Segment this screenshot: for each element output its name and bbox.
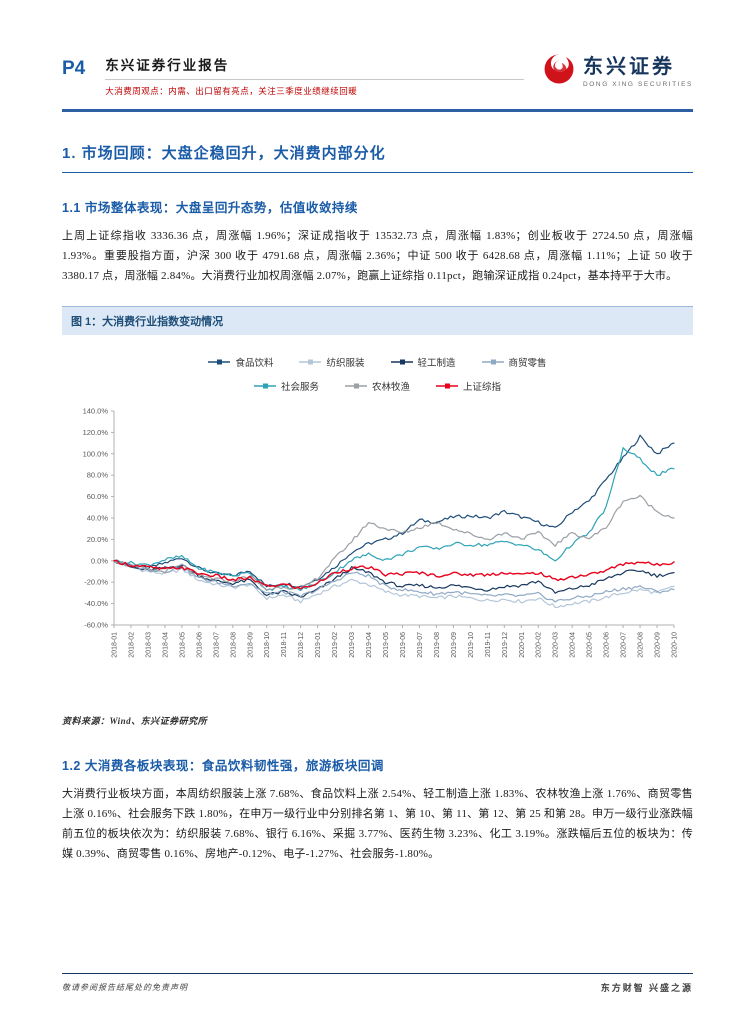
- svg-text:2019-02: 2019-02: [332, 632, 339, 658]
- svg-text:0.0%: 0.0%: [90, 557, 107, 566]
- svg-text:2019-04: 2019-04: [366, 632, 373, 658]
- section-1-1-body: 上周上证综指收 3336.36 点，周涨幅 1.96%；深证成指收于 13532…: [62, 230, 693, 282]
- svg-text:2019-06: 2019-06: [399, 632, 406, 658]
- company-logo: 东兴证券 DONG XING SECURITIES: [542, 50, 693, 88]
- header-divider: [62, 109, 693, 112]
- report-subtitle: 大消费周观点：内需、出口留有亮点，关注三季度业绩继续回暖: [105, 86, 358, 96]
- header-title-block: 东兴证券行业报告 大消费周观点：内需、出口留有亮点，关注三季度业绩继续回暖: [105, 54, 524, 97]
- svg-text:2019-01: 2019-01: [315, 632, 322, 658]
- legend-line-icon: [344, 383, 367, 389]
- legend-label: 上证综指: [463, 382, 502, 394]
- legend-item: 上证综指: [436, 379, 501, 393]
- svg-text:2020-08: 2020-08: [637, 632, 644, 658]
- svg-text:2019-07: 2019-07: [416, 632, 423, 658]
- svg-text:120.0%: 120.0%: [82, 428, 108, 437]
- svg-text:2020-10: 2020-10: [671, 632, 678, 658]
- section-1-1-title: 1.1 市场整体表现：大盘呈回升态势，估值收敛持续: [62, 201, 358, 215]
- svg-text:-20.0%: -20.0%: [84, 578, 108, 587]
- svg-text:2019-09: 2019-09: [450, 632, 457, 658]
- svg-text:2018-10: 2018-10: [264, 632, 271, 658]
- legend-line-icon: [436, 383, 458, 389]
- legend-line-icon: [481, 359, 504, 365]
- svg-text:2020-07: 2020-07: [620, 632, 627, 658]
- legend-label: 商贸零售: [508, 358, 547, 370]
- page-header: P4 东兴证券行业报告 大消费周观点：内需、出口留有亮点，关注三季度业绩继续回暖…: [62, 50, 693, 97]
- svg-text:2019-05: 2019-05: [383, 632, 390, 658]
- legend-label: 食品饮料: [235, 358, 274, 370]
- svg-text:2020-01: 2020-01: [518, 632, 525, 658]
- svg-text:2018-09: 2018-09: [247, 632, 254, 658]
- svg-text:2020-06: 2020-06: [603, 632, 610, 658]
- svg-text:2020-05: 2020-05: [586, 632, 593, 658]
- section-1-2-body: 大消费行业板块方面，本周纺织服装上涨 7.68%、食品饮料上涨 2.54%、轻工…: [62, 788, 693, 860]
- svg-text:2018-07: 2018-07: [213, 632, 220, 658]
- report-title: 东兴证券行业报告: [105, 54, 524, 80]
- footer-slogan: 东方财智 兴盛之源: [600, 983, 693, 993]
- svg-text:2020-03: 2020-03: [552, 632, 559, 658]
- legend-item: 食品饮料: [208, 355, 273, 369]
- svg-text:2018-12: 2018-12: [298, 632, 305, 658]
- section-1-title: 1. 市场回顾：大盘企稳回升，大消费内部分化: [62, 145, 386, 162]
- figure-1: 食品饮料 纺织服装 轻工制造 商贸零售社会服务 农林牧渔 上证综指 140.0% 120.0…: [62, 335, 693, 731]
- page-footer: 敬请参阅报告结尾处的免责声明 东方财智 兴盛之源: [62, 973, 693, 994]
- svg-text:2019-10: 2019-10: [467, 632, 474, 658]
- svg-text:-60.0%: -60.0%: [84, 621, 108, 630]
- svg-text:2018-01: 2018-01: [111, 632, 118, 658]
- svg-text:2019-08: 2019-08: [433, 632, 440, 658]
- svg-text:2018-08: 2018-08: [230, 632, 237, 658]
- svg-text:2018-05: 2018-05: [179, 632, 186, 658]
- svg-text:60.0%: 60.0%: [86, 492, 108, 501]
- svg-text:80.0%: 80.0%: [86, 471, 108, 480]
- legend-label: 社会服务: [280, 382, 319, 394]
- index-chart: 140.0% 120.0% 100.0% 80.0% 60.0% 40.0% 20.0% 0.…: [62, 399, 693, 704]
- legend-item: 轻工制造: [390, 355, 456, 370]
- svg-text:100.0%: 100.0%: [82, 450, 108, 459]
- svg-text:2020-09: 2020-09: [654, 632, 661, 658]
- svg-text:2018-11: 2018-11: [281, 632, 288, 657]
- svg-text:40.0%: 40.0%: [86, 514, 108, 523]
- legend-label: 纺织服装: [326, 358, 365, 370]
- svg-text:20.0%: 20.0%: [86, 535, 108, 544]
- figure-1-source: 资料来源：Wind、东兴证券研究所: [62, 716, 208, 727]
- svg-text:2018-03: 2018-03: [145, 632, 152, 658]
- logo-text-en: DONG XING SECURITIES: [582, 81, 693, 88]
- section-1-underline: [62, 172, 693, 173]
- chart-legend: 食品饮料 纺织服装 轻工制造 商贸零售社会服务 农林牧渔 上证综指: [148, 355, 608, 393]
- flame-logo-icon: [542, 52, 576, 86]
- legend-item: 农林牧渔: [344, 379, 410, 394]
- svg-text:2020-04: 2020-04: [569, 632, 576, 658]
- svg-text:-40.0%: -40.0%: [84, 599, 108, 608]
- svg-text:140.0%: 140.0%: [82, 407, 108, 416]
- legend-label: 轻工制造: [417, 358, 456, 370]
- svg-text:2020-02: 2020-02: [535, 632, 542, 658]
- logo-text-cn: 东兴证券: [582, 56, 675, 78]
- figure-1-caption: 图 1：大消费行业指数变动情况: [62, 306, 693, 336]
- legend-item: 商贸零售: [481, 355, 547, 370]
- legend-line-icon: [253, 383, 276, 389]
- svg-text:2019-12: 2019-12: [501, 632, 508, 658]
- legend-label: 农林牧渔: [371, 382, 410, 394]
- svg-text:2019-11: 2019-11: [484, 632, 491, 657]
- section-1-2-title: 1.2 大消费各板块表现：食品饮料韧性强，旅游板块回调: [62, 759, 384, 774]
- legend-line-icon: [208, 359, 231, 365]
- legend-item: 纺织服装: [299, 355, 365, 370]
- svg-text:2018-04: 2018-04: [162, 632, 169, 658]
- logo-text: 东兴证券 DONG XING SECURITIES: [583, 50, 693, 88]
- legend-line-icon: [299, 359, 322, 365]
- footer-disclaimer: 敬请参阅报告结尾处的免责声明: [62, 983, 188, 992]
- svg-text:2018-06: 2018-06: [196, 632, 203, 658]
- legend-item: 社会服务: [253, 379, 319, 394]
- svg-text:2019-03: 2019-03: [349, 632, 356, 658]
- svg-text:2018-02: 2018-02: [128, 632, 135, 658]
- legend-line-icon: [390, 359, 413, 365]
- page-number: P4: [62, 58, 86, 79]
